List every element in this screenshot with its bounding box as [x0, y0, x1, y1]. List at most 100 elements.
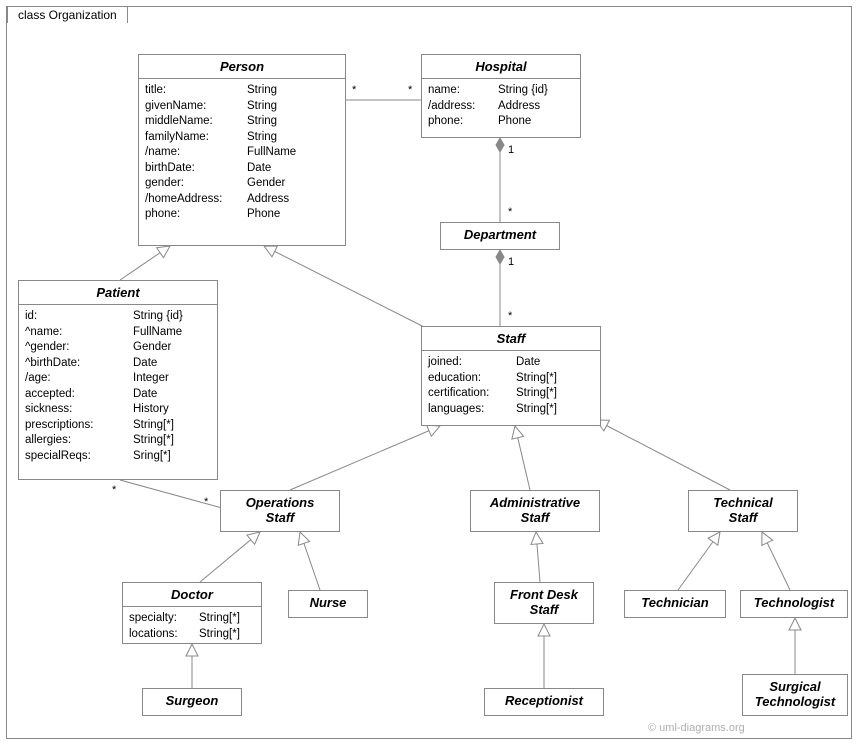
class-patient: Patientid:String {id}^name:FullName^gend… [18, 280, 218, 480]
attr-name: prescriptions: [25, 418, 129, 434]
class-attribute-row: accepted:Date [25, 387, 211, 403]
class-surgeon: Surgeon [142, 688, 242, 716]
class-title: Staff [422, 327, 600, 351]
class-front-desk-staff: Front DeskStaff [494, 582, 594, 624]
attr-name: name: [428, 83, 494, 99]
edge-doctor-gen-opstaff [200, 532, 260, 582]
diagram-stage: class Organization Persontitle:Stringgiv… [0, 0, 860, 747]
class-attributes: specialty:String[*]locations:String[*] [123, 607, 261, 646]
edge-multiplicity: * [204, 496, 208, 508]
class-title: Hospital [422, 55, 580, 79]
class-attributes: title:StringgivenName:StringmiddleName:S… [139, 79, 345, 227]
class-technical-staff: TechnicalStaff [688, 490, 798, 532]
class-title-text: Department [464, 227, 536, 242]
edge-multiplicity: * [408, 84, 412, 96]
class-title: Technologist [741, 591, 847, 614]
edge-multiplicity: * [112, 484, 116, 496]
attr-type: String [243, 83, 339, 99]
class-person: Person title:StringgivenName:Stringmiddle… [138, 54, 346, 246]
attr-name: /homeAddress: [145, 192, 243, 208]
class-attribute-row: ^name:FullName [25, 325, 211, 341]
attr-name: sickness: [25, 402, 129, 418]
class-attribute-row: birthDate:Date [145, 161, 339, 177]
attr-name: familyName: [145, 130, 243, 146]
attr-name: specialReqs: [25, 449, 129, 465]
edge-adminstaff-gen-staff [515, 426, 530, 490]
class-attribute-row: sickness:History [25, 402, 211, 418]
class-attribute-row: phone:Phone [428, 114, 574, 130]
class-title: Receptionist [485, 689, 603, 712]
attr-type: FullName [243, 145, 339, 161]
attr-type: String[*] [129, 418, 211, 434]
edge-techstaff-gen-staff [596, 420, 730, 490]
edge-frontdesk-gen-adminstaff [536, 532, 540, 582]
attr-name: specialty: [129, 611, 195, 627]
edge-nurse-gen-opstaff [300, 532, 320, 590]
class-title-text: Doctor [171, 587, 213, 602]
class-title: TechnicalStaff [689, 491, 797, 529]
class-attribute-row: middleName:String [145, 114, 339, 130]
attr-name: certification: [428, 386, 512, 402]
class-attribute-row: specialReqs:Sring[*] [25, 449, 211, 465]
class-attribute-row: certification:String[*] [428, 386, 594, 402]
class-attribute-row: /homeAddress:Address [145, 192, 339, 208]
class-department: Department [440, 222, 560, 250]
class-title-text: Technician [641, 595, 708, 610]
class-attribute-row: education:String[*] [428, 371, 594, 387]
attr-type: String[*] [129, 433, 211, 449]
class-attribute-row: joined:Date [428, 355, 594, 371]
class-title-text: Receptionist [505, 693, 583, 708]
attr-type: String [243, 130, 339, 146]
edge-multiplicity: 1 [508, 144, 514, 156]
class-surgical-technologist: SurgicalTechnologist [742, 674, 848, 716]
attr-type: String[*] [512, 371, 594, 387]
class-title-text: Staff [497, 331, 526, 346]
attr-type: Address [494, 99, 574, 115]
class-attribute-row: prescriptions:String[*] [25, 418, 211, 434]
edge-staff-gen-person [264, 246, 430, 330]
attr-name: id: [25, 309, 129, 325]
class-title: OperationsStaff [221, 491, 339, 529]
attr-name: gender: [145, 176, 243, 192]
class-attribute-row: /age:Integer [25, 371, 211, 387]
class-attributes: name:String {id}/address:Addressphone:Ph… [422, 79, 580, 134]
class-title: Front DeskStaff [495, 583, 593, 621]
attr-type: Sring[*] [129, 449, 211, 465]
attr-type: Date [243, 161, 339, 177]
class-attribute-row: allergies:String[*] [25, 433, 211, 449]
edge-technician-gen-techstaff [678, 532, 720, 590]
edge-multiplicity: * [508, 206, 512, 218]
attr-type: String {id} [494, 83, 574, 99]
attr-type: String {id} [129, 309, 211, 325]
attr-type: Integer [129, 371, 211, 387]
class-title-text: Person [220, 59, 264, 74]
attr-type: History [129, 402, 211, 418]
edge-opstaff-gen-staff [290, 426, 440, 490]
class-attribute-row: /address:Address [428, 99, 574, 115]
class-attributes: joined:Dateeducation:String[*]certificat… [422, 351, 600, 421]
attr-name: allergies: [25, 433, 129, 449]
attr-name: middleName: [145, 114, 243, 130]
class-nurse: Nurse [288, 590, 368, 618]
class-attribute-row: givenName:String [145, 99, 339, 115]
class-title-text: Technologist [755, 694, 835, 709]
class-attribute-row: specialty:String[*] [129, 611, 255, 627]
class-operations-staff: OperationsStaff [220, 490, 340, 532]
attr-name: birthDate: [145, 161, 243, 177]
attr-type: Date [129, 387, 211, 403]
edge-patient-gen-person [120, 246, 170, 280]
attr-type: String[*] [512, 386, 594, 402]
attr-name: accepted: [25, 387, 129, 403]
class-attribute-row: languages:String[*] [428, 402, 594, 418]
attr-name: languages: [428, 402, 512, 418]
attr-name: locations: [129, 627, 195, 643]
attr-type: String [243, 99, 339, 115]
attr-type: Gender [243, 176, 339, 192]
class-title-text: Staff [530, 602, 559, 617]
class-doctor: Doctor specialty:String[*]locations:Strin… [122, 582, 262, 644]
class-title-text: Staff [266, 510, 295, 525]
attr-type: String[*] [195, 611, 255, 627]
edge-multiplicity: * [508, 310, 512, 322]
class-attribute-row: phone:Phone [145, 207, 339, 223]
class-title-text: Surgical [769, 679, 820, 694]
